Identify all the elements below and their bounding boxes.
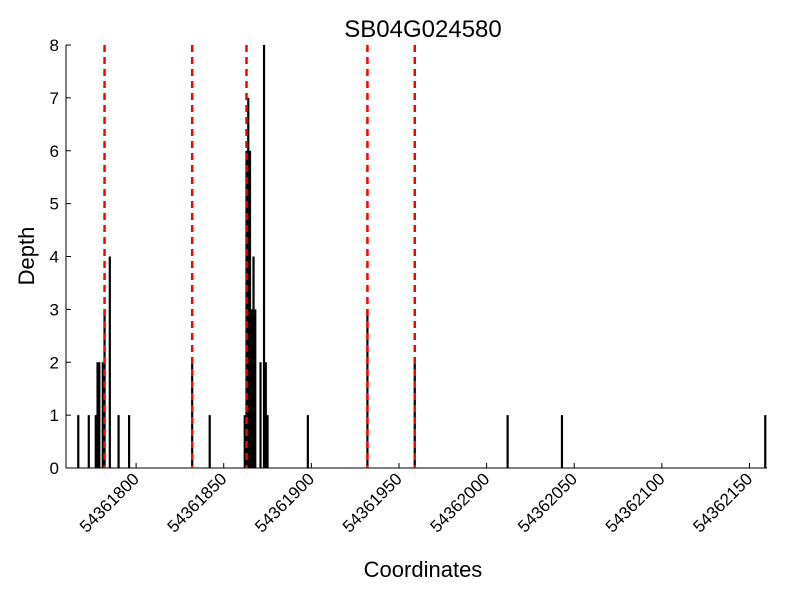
y-tick-label: 4	[50, 248, 59, 267]
x-tick-label: 54361850	[164, 469, 231, 536]
x-tick-label: 54361900	[251, 469, 318, 536]
y-tick-label: 6	[50, 142, 59, 161]
depth-bar	[254, 309, 257, 468]
depth-bar	[764, 415, 767, 468]
plot-area: 0 1 2 3 4 5 6 7 8 54361800 54361850 54361900 5436195…	[50, 36, 767, 536]
x-tick-label: 54362050	[514, 469, 581, 536]
y-tick-label: 3	[50, 300, 59, 319]
depth-bar	[366, 309, 369, 468]
depth-bar	[262, 45, 266, 468]
y-tick-label: 2	[50, 353, 59, 372]
depth-bar	[259, 362, 262, 468]
depth-bar	[247, 97, 250, 468]
depth-bar	[506, 415, 509, 468]
x-tick-label: 54361950	[339, 469, 406, 536]
y-axis-label: Depth	[14, 227, 39, 286]
depth-bar	[77, 415, 80, 468]
depth-bar	[560, 415, 564, 468]
depth-bar	[87, 415, 90, 468]
chart-title: SB04G024580	[344, 16, 501, 43]
depth-bar	[413, 362, 416, 468]
depth-bar	[252, 256, 255, 468]
depth-bar	[117, 415, 120, 468]
depth-bar	[243, 415, 246, 468]
depth-bar	[208, 415, 211, 468]
depth-bar	[103, 309, 106, 468]
depth-bar	[264, 362, 267, 468]
x-tick-label: 54362000	[427, 469, 494, 536]
depth-bar	[94, 415, 97, 468]
y-tick-label: 1	[50, 406, 59, 425]
x-tick-label: 54361800	[76, 469, 143, 536]
depth-bar	[248, 150, 252, 468]
depth-bar	[191, 362, 194, 468]
y-tick-label: 0	[50, 459, 59, 478]
x-tick-label: 54362150	[689, 469, 756, 536]
y-tick-label: 8	[50, 36, 59, 55]
depth-bar	[250, 309, 253, 468]
x-tick-label: 54362100	[602, 469, 669, 536]
y-tick-label: 7	[50, 89, 59, 108]
depth-bar	[98, 362, 101, 468]
depth-bar	[306, 415, 309, 468]
x-axis-label: Coordinates	[364, 557, 483, 582]
depth-bar	[96, 362, 99, 468]
depth-bar	[266, 415, 269, 468]
y-tick-label: 5	[50, 195, 59, 214]
depth-bar	[108, 256, 111, 468]
depth-bar	[127, 415, 131, 468]
depth-bar	[101, 362, 104, 468]
